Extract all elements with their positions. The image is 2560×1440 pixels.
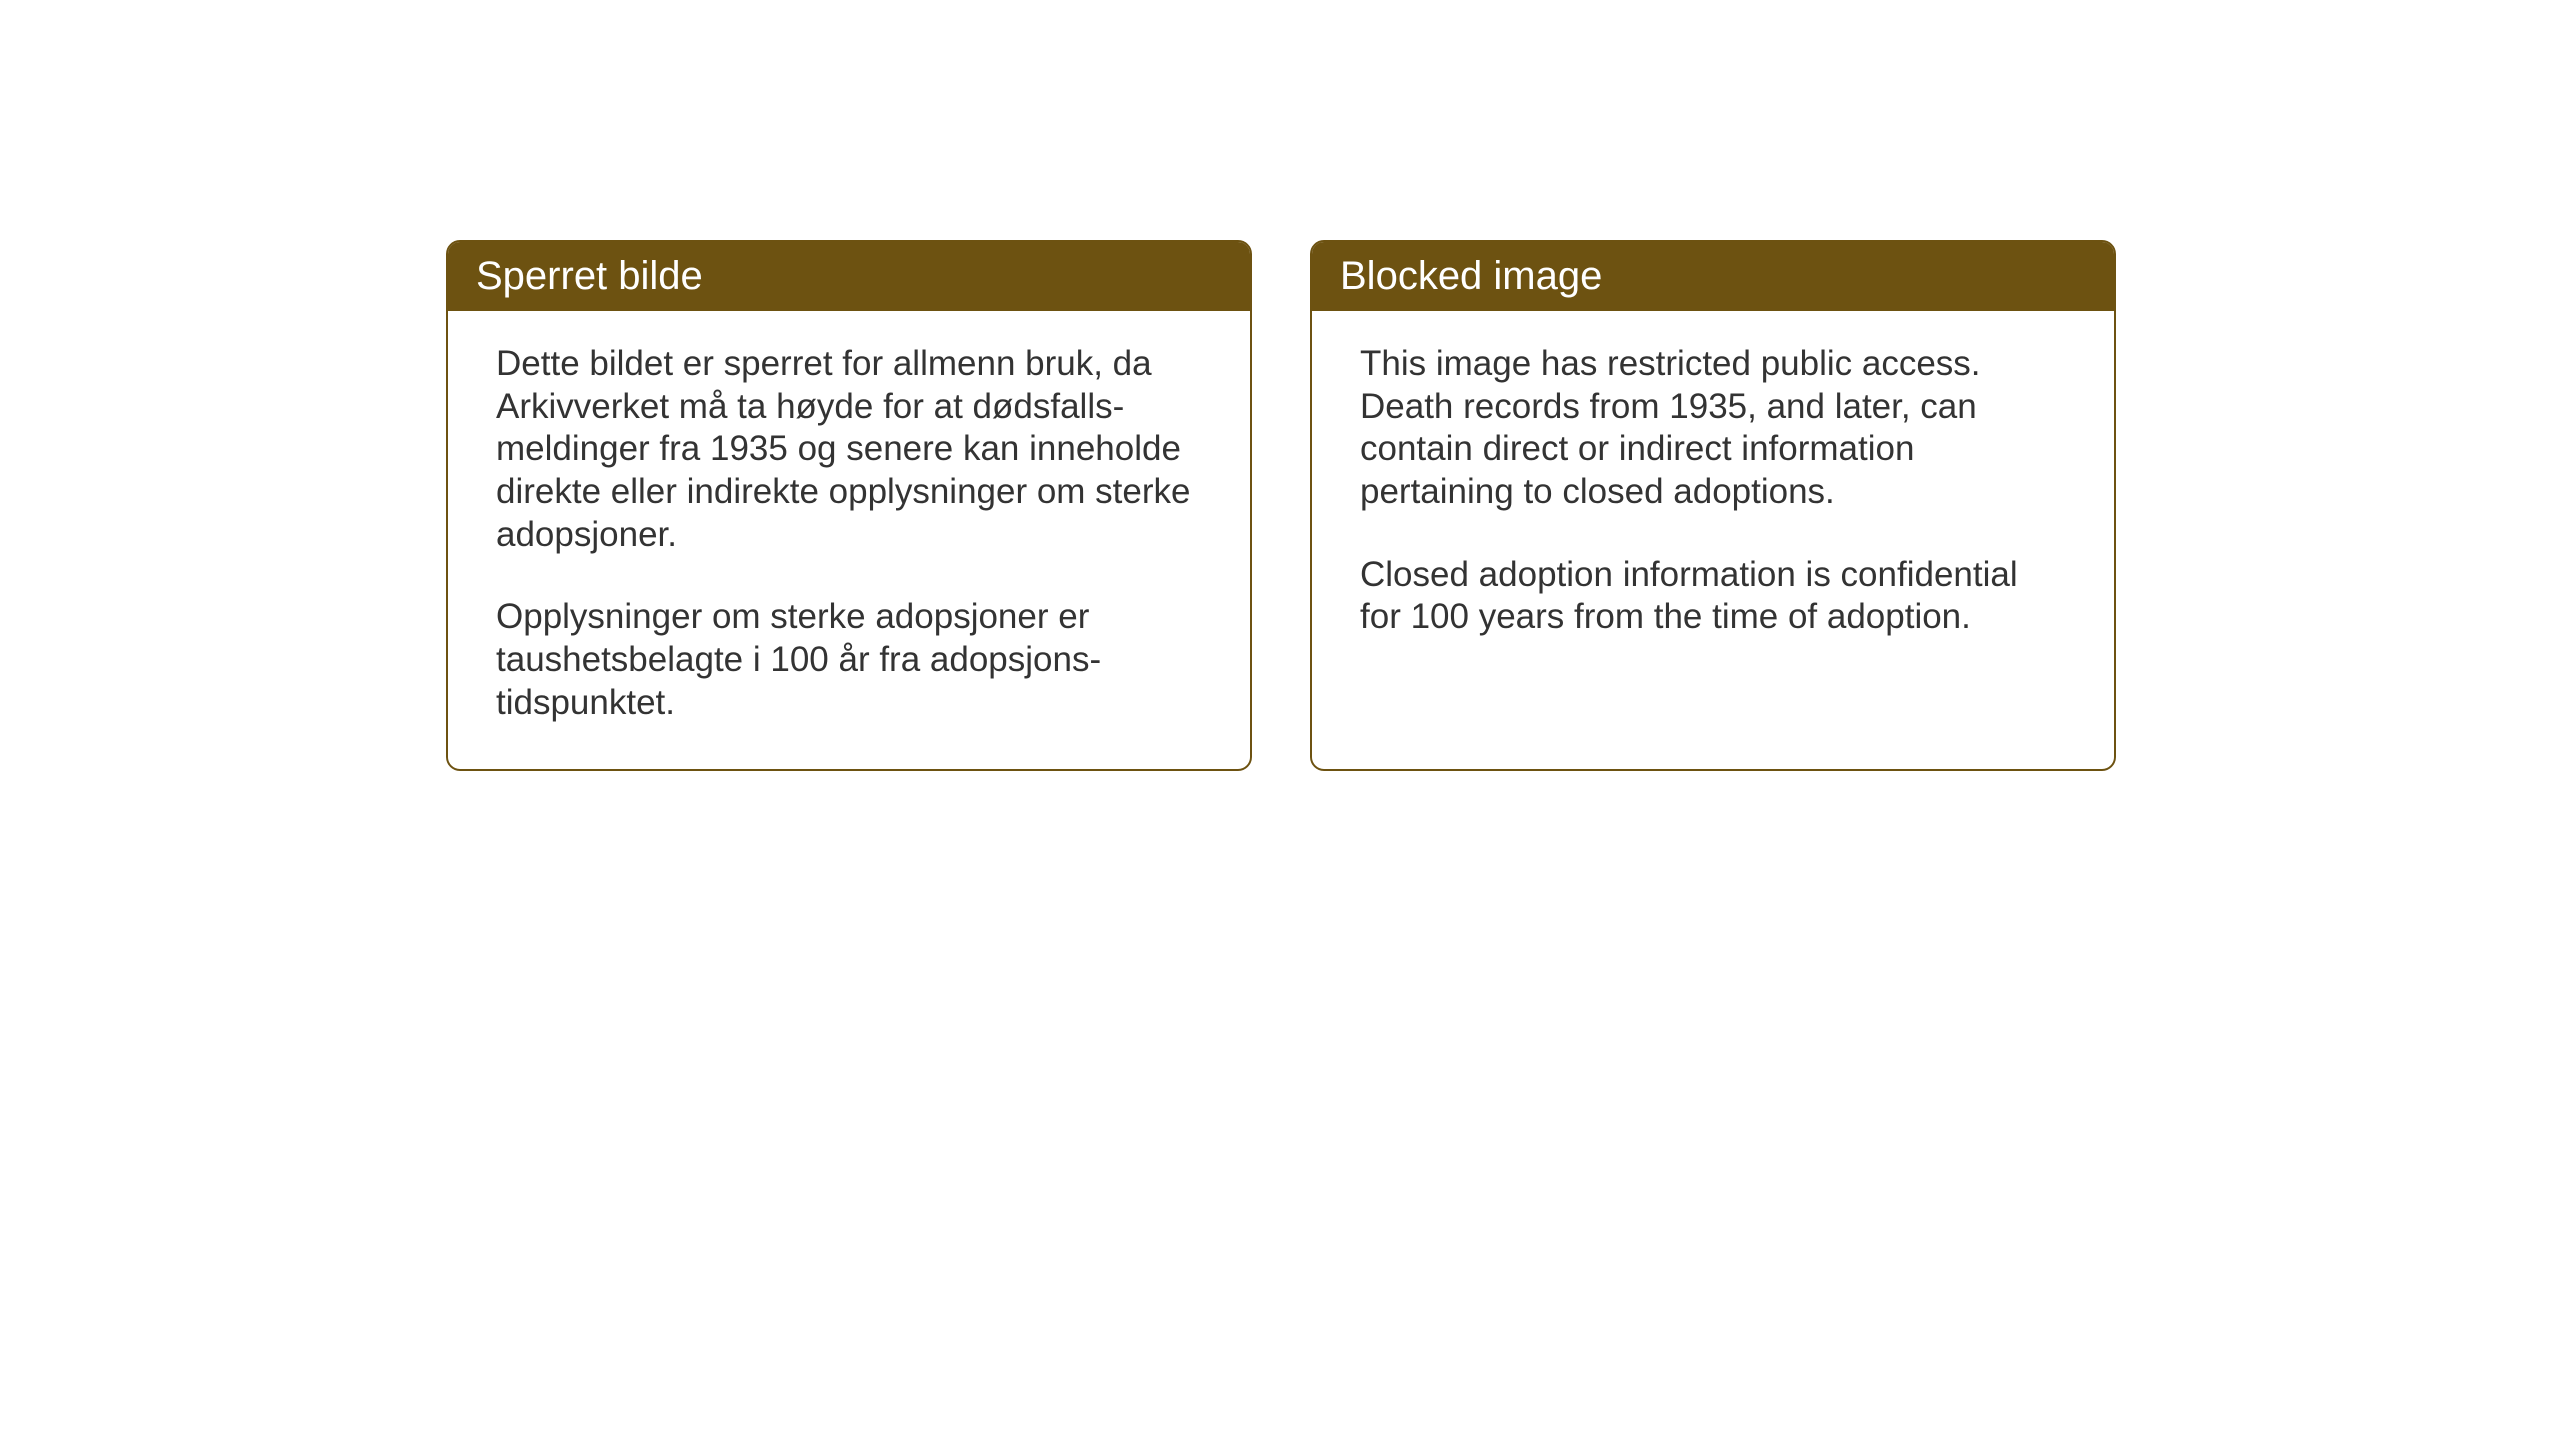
paragraph-1: This image has restricted public access.… [1360, 343, 2066, 514]
paragraph-2: Closed adoption information is confident… [1360, 554, 2066, 639]
paragraph-1: Dette bildet er sperret for allmenn bruk… [496, 343, 1202, 556]
paragraph-2: Opplysninger om sterke adopsjoner er tau… [496, 596, 1202, 724]
card-body-english: This image has restricted public access.… [1312, 311, 2114, 683]
card-body-norwegian: Dette bildet er sperret for allmenn bruk… [448, 311, 1250, 769]
card-english: Blocked image This image has restricted … [1310, 240, 2116, 771]
card-header-norwegian: Sperret bilde [448, 242, 1250, 311]
card-header-english: Blocked image [1312, 242, 2114, 311]
card-norwegian: Sperret bilde Dette bildet er sperret fo… [446, 240, 1252, 771]
card-title: Sperret bilde [476, 254, 703, 298]
card-container: Sperret bilde Dette bildet er sperret fo… [446, 240, 2116, 771]
card-title: Blocked image [1340, 254, 1602, 298]
